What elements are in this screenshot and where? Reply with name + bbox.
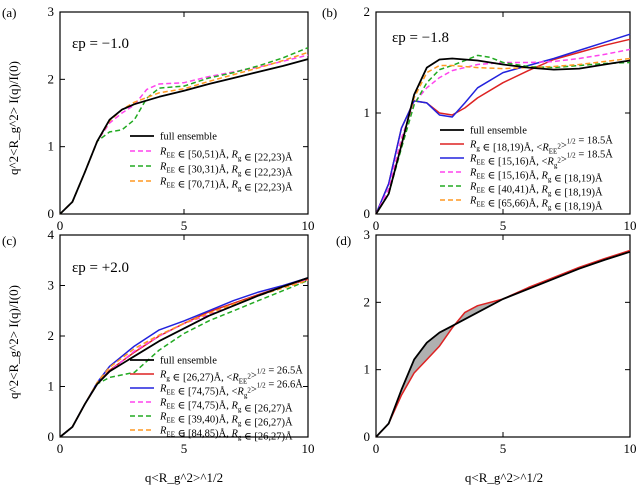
legend-label: REE ∈ [15,16)Å, <Rg2>1/2 = 18.5Å [469, 149, 613, 170]
y-axis-label-top: q^2<R_g^2> I(q)/I(0) [6, 61, 21, 175]
epsilon-annotation: εp = −1.0 [72, 36, 129, 52]
legend-label: Rg ∈ [18,19)Å, <REE2>1/2 = 18.5Å [469, 135, 613, 156]
x-tick-label: 10 [624, 441, 637, 456]
x-tick-label: 10 [624, 218, 637, 233]
plot-area [375, 11, 631, 215]
y-tick-label: 3 [48, 278, 55, 293]
series-line [375, 54, 631, 215]
series-line [375, 249, 631, 438]
shaded-area [376, 250, 630, 437]
y-tick-label: 2 [48, 71, 55, 86]
legend-label: REE ∈ [70,71)Å, Rg ∈ [22,23)Å [159, 177, 293, 194]
y-tick-label: 1 [364, 105, 371, 120]
legend-label: full ensemble [160, 132, 217, 143]
panel-a: (a) 0 5 10 0 1 2 3 εp = −1.0 full ensemble REE … [2, 4, 315, 233]
panel-label: (c) [2, 233, 16, 248]
panel-d: (d) 0 5 10 0 1 2 3 [336, 227, 637, 456]
x-tick-label: 5 [500, 218, 507, 233]
panel-label: (d) [336, 233, 351, 248]
tick-labels: 0 5 10 0 1 2 3 4 [48, 227, 315, 456]
x-tick-label: 5 [181, 218, 188, 233]
legend-label: REE ∈ [40,41)Å, Rg ∈ [18,19)Å [469, 182, 603, 199]
legend-label: REE ∈ [39,40)Å, Rg ∈ [26,27)Å [159, 412, 293, 429]
panel-label: (b) [322, 5, 337, 20]
y-tick-label: 4 [48, 227, 55, 242]
series-line [375, 48, 631, 215]
legend-label: full ensemble [160, 356, 217, 367]
y-tick-label: 1 [48, 139, 55, 154]
legend-label: REE ∈ [65,66)Å, Rg ∈ [18,19)Å [469, 196, 603, 213]
legend-label: full ensemble [470, 126, 527, 137]
y-tick-label: 2 [48, 328, 55, 343]
y-tick-label: 3 [48, 4, 55, 19]
y-tick-label: 2 [364, 294, 371, 309]
series-line [375, 250, 631, 438]
legend-label: REE ∈ [30,31)Å, Rg ∈ [22,23)Å [159, 162, 293, 179]
legend-label: REE ∈ [74,75)Å, <Rg2>1/2 = 26.6Å [159, 379, 303, 400]
series-line [375, 57, 631, 215]
legend: full ensemble REE ∈ [50,51)Å, Rg ∈ [22,23… [130, 132, 293, 194]
y-tick-label: 0 [48, 429, 55, 444]
y-tick-label: 0 [48, 206, 55, 221]
x-tick-label: 0 [57, 218, 64, 233]
legend-label: REE ∈ [74,75)Å, Rg ∈ [26,27)Å [159, 398, 293, 415]
panel-label: (a) [2, 5, 16, 20]
y-tick-label: 1 [48, 379, 55, 394]
legend-label: REE ∈ [15,16)Å, Rg ∈ [18,19)Å [469, 168, 603, 185]
x-tick-label: 5 [500, 441, 507, 456]
plot-area [59, 234, 309, 438]
x-tick-label: 0 [373, 218, 380, 233]
tick-labels: 0 5 10 0 1 2 3 [364, 227, 637, 456]
x-tick-label: 10 [302, 441, 315, 456]
y-tick-label: 3 [364, 227, 371, 242]
series-line [59, 58, 309, 215]
plot-area [59, 11, 309, 215]
series-line [59, 277, 309, 438]
series-line [375, 33, 631, 215]
x-axis-label-left: q<R_g^2>^1/2 [145, 470, 223, 485]
epsilon-annotation: εp = +2.0 [72, 260, 129, 276]
y-tick-label: 0 [364, 206, 371, 221]
x-tick-label: 0 [373, 441, 380, 456]
x-tick-label: 0 [57, 441, 64, 456]
plot-area [375, 234, 631, 438]
x-tick-label: 5 [181, 441, 188, 456]
legend-label: REE ∈ [50,51)Å, Rg ∈ [22,23)Å [159, 147, 293, 164]
tick-labels: 0 5 10 0 1 2 [364, 4, 637, 233]
epsilon-annotation: εp = −1.8 [392, 30, 449, 46]
legend-label: Rg ∈ [26,27)Å, <REE2>1/2 = 26.5Å [159, 365, 303, 386]
y-tick-label: 1 [364, 362, 371, 377]
legend-label: REE ∈ [84,85)Å, Rg ∈ [26,27)Å [159, 426, 293, 443]
y-tick-label: 2 [364, 4, 371, 19]
plot-frame [375, 234, 631, 438]
y-axis-label-bottom: q^2<R_g^2> I(q)/I(0) [6, 285, 21, 399]
tick-labels: 0 5 10 0 1 2 3 [48, 4, 315, 233]
panel-c: (c) 0 5 10 0 1 2 3 4 εp = +2.0 full ensembleRg … [2, 227, 315, 456]
x-tick-label: 10 [302, 218, 315, 233]
y-tick-label: 0 [364, 429, 371, 444]
x-axis-label-right: q<R_g^2>^1/2 [465, 470, 543, 485]
